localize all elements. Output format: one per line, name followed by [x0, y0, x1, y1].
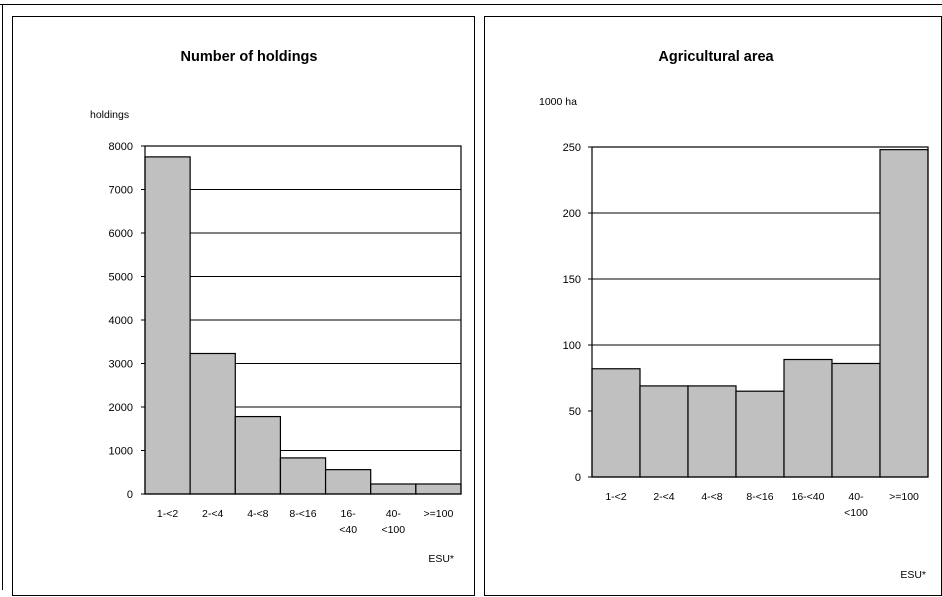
x-tick-label: 1-<2	[605, 491, 626, 503]
x-tick-label: 2-<4	[202, 508, 223, 520]
y-tick-label: 8000	[109, 141, 133, 153]
x-tick-label: 8-<16	[746, 491, 773, 503]
plot-area-border	[144, 145, 462, 495]
y-tick-label: 5000	[109, 272, 133, 284]
frame-top-border	[0, 4, 942, 5]
x-tick-label: 4-<8	[701, 491, 722, 503]
y-tick-label: 0	[127, 489, 133, 501]
x-tick-label: >=100	[889, 491, 919, 503]
plot-area-border	[591, 146, 929, 478]
holdings-chart: Number of holdings holdings ESU* 0 1000 20…	[90, 49, 462, 565]
bar-4	[279, 457, 327, 495]
x-tick-label: 40-<100	[844, 491, 868, 519]
x-tick-label: 16-<40	[792, 491, 825, 503]
y-tick-label: 3000	[109, 359, 133, 371]
x-tick-label: 40-<100	[381, 508, 405, 536]
y-tick-label: 250	[563, 142, 581, 154]
y-tick-label: 150	[563, 274, 581, 286]
chart-panel-agricultural-area: Agricultural area 1000 ha ESU* 0 50 100 150…	[484, 16, 942, 596]
y-tick-label: 4000	[109, 315, 133, 327]
bar-1	[591, 368, 641, 478]
y-axis-unit-label: holdings	[90, 109, 129, 121]
bar-1	[144, 156, 191, 495]
y-tick-label: 1000	[109, 446, 133, 458]
bar-6	[370, 483, 417, 495]
chart-panel-holdings: Number of holdings holdings ESU* 0 1000 20…	[12, 16, 475, 596]
frame-left-border	[2, 4, 3, 590]
x-tick-label: >=100	[424, 508, 454, 520]
x-tick-label: 8-<16	[289, 508, 316, 520]
bar-4	[735, 390, 785, 478]
bar-5	[324, 469, 372, 495]
x-tick-label: 2-<4	[653, 491, 674, 503]
chart-title: Number of holdings	[181, 49, 318, 65]
y-tick-label: 6000	[109, 228, 133, 240]
y-tick-label: 100	[563, 340, 581, 352]
chart-title: Agricultural area	[658, 49, 774, 65]
bar-7	[415, 483, 462, 495]
y-axis-unit-label: 1000 ha	[539, 96, 577, 108]
bar-3	[687, 385, 737, 478]
x-tick-label: 16-<40	[339, 508, 357, 536]
y-tick-label: 2000	[109, 402, 133, 414]
agricultural-area-chart: Agricultural area 1000 ha ESU* 0 50 100 150…	[539, 49, 929, 581]
x-axis-unit-label: ESU*	[900, 569, 926, 581]
bar-2	[189, 352, 236, 495]
y-tick-label: 50	[569, 406, 581, 418]
bar-2	[639, 385, 689, 478]
y-tick-label: 0	[575, 472, 581, 484]
y-tick-label: 200	[563, 208, 581, 220]
bar-7	[879, 149, 929, 478]
bar-3	[234, 415, 282, 495]
x-axis-unit-label: ESU*	[428, 553, 454, 565]
bar-5	[783, 358, 833, 478]
x-tick-label: 1-<2	[157, 508, 178, 520]
x-tick-label: 4-<8	[247, 508, 268, 520]
y-tick-label: 7000	[109, 185, 133, 197]
bar-6	[831, 362, 881, 478]
